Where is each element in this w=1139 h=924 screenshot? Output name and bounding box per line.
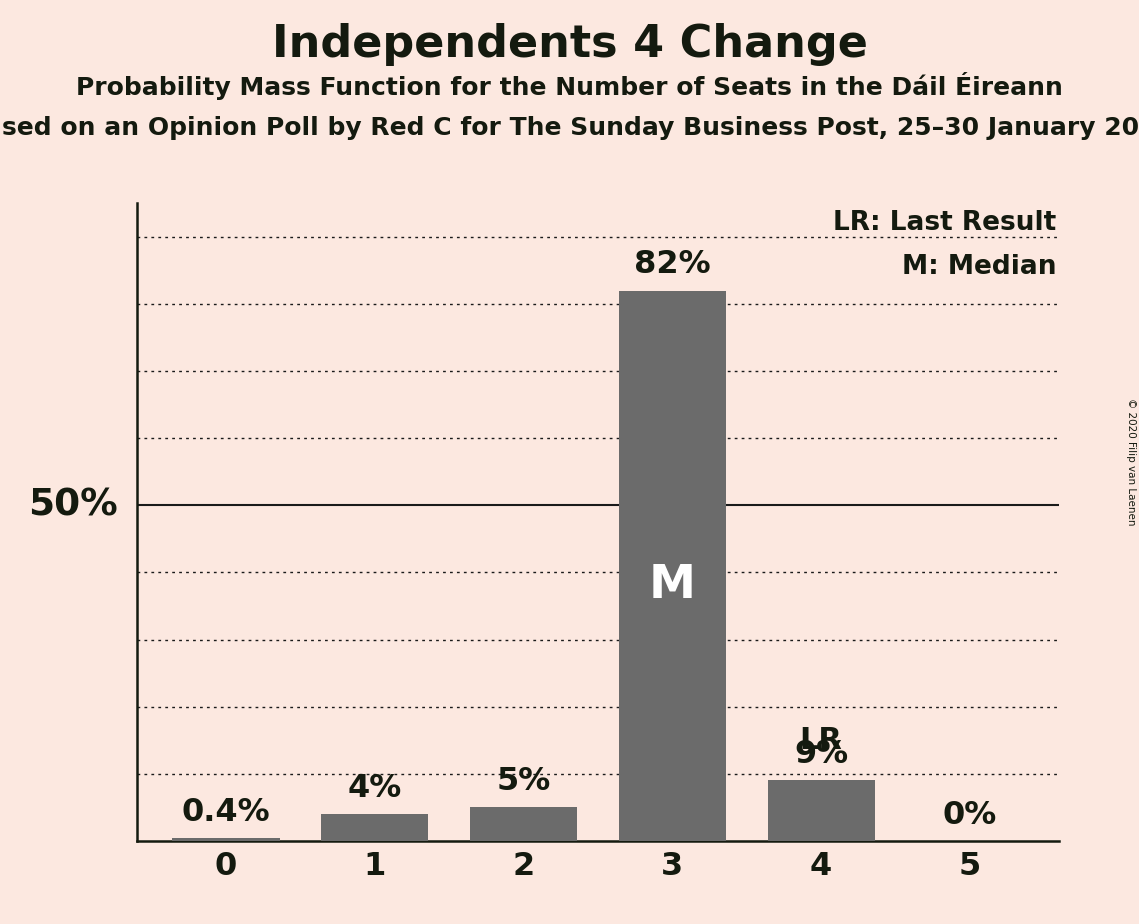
Text: M: M xyxy=(649,564,696,608)
Bar xyxy=(618,290,726,841)
Text: LR: Last Result: LR: Last Result xyxy=(833,210,1056,236)
Text: 9%: 9% xyxy=(794,739,849,771)
Text: Based on an Opinion Poll by Red C for The Sunday Business Post, 25–30 January 20: Based on an Opinion Poll by Red C for Th… xyxy=(0,116,1139,140)
Bar xyxy=(321,814,428,841)
Bar xyxy=(172,838,279,841)
Text: M: Median: M: Median xyxy=(902,253,1056,280)
Text: 4%: 4% xyxy=(347,773,402,804)
Text: 82%: 82% xyxy=(634,249,711,281)
Bar xyxy=(470,808,577,841)
Bar xyxy=(768,781,875,841)
Text: © 2020 Filip van Laenen: © 2020 Filip van Laenen xyxy=(1126,398,1136,526)
Text: Independents 4 Change: Independents 4 Change xyxy=(271,23,868,67)
Text: 0%: 0% xyxy=(943,800,997,831)
Text: 50%: 50% xyxy=(28,487,118,523)
Text: 5%: 5% xyxy=(497,766,550,797)
Text: LR: LR xyxy=(800,725,843,755)
Text: 0.4%: 0.4% xyxy=(181,797,270,828)
Text: Probability Mass Function for the Number of Seats in the Dáil Éireann: Probability Mass Function for the Number… xyxy=(76,72,1063,100)
